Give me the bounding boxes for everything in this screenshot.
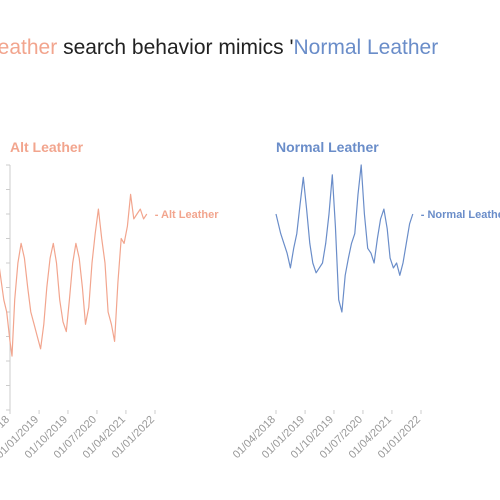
- chart-panel-2: Normal Leather01/04/201801/01/201901/10/…: [231, 139, 500, 461]
- series-end-label: - Alt Leather: [155, 209, 219, 221]
- series-line: [0, 193, 148, 357]
- title-normal-leather: Normal Leather: [293, 36, 439, 59]
- series-line: [275, 164, 414, 313]
- series-end-label: - Normal Leather: [421, 209, 500, 221]
- chart-panel-1: Alt Leather01/04/201801/01/201901/10/201…: [0, 139, 219, 461]
- title-middle: search behavior mimics ': [57, 36, 294, 59]
- title-alt-leather: Leather: [0, 36, 58, 59]
- panel-title: Normal Leather: [276, 139, 379, 155]
- chart-title: Leather search behavior mimics 'Normal L…: [0, 36, 500, 60]
- panel-title: Alt Leather: [10, 139, 84, 155]
